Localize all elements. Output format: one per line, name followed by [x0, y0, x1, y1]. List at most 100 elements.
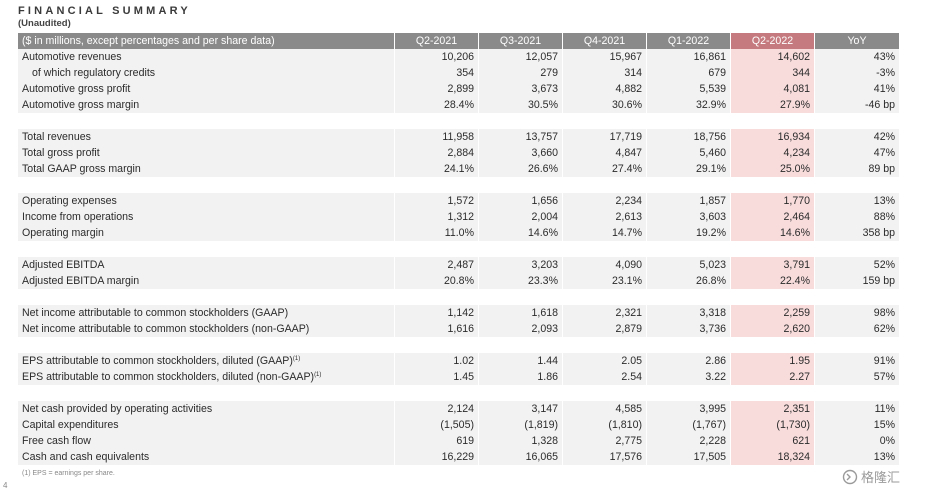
cell-q2-2021: 2,124 [395, 401, 479, 417]
table-row: Automotive gross profit 2,899 3,673 4,882 5,… [18, 81, 900, 97]
cell-yoy: -46 bp [815, 97, 900, 113]
spacer-row [18, 337, 900, 353]
cell-q2-2021: 11,958 [395, 129, 479, 145]
cell-q3-2021: 1.44 [479, 353, 563, 369]
cell-q2-2022: 2,620 [731, 321, 815, 337]
cell-yoy: 43% [815, 49, 900, 65]
cell-q2-2021: 1.45 [395, 369, 479, 385]
cell-q2-2022: 621 [731, 433, 815, 449]
row-label: Automotive gross profit [18, 81, 395, 97]
cell-q3-2021: 13,757 [479, 129, 563, 145]
row-label-text: Total GAAP gross margin [22, 163, 141, 175]
spacer-cell [18, 385, 900, 401]
table-row: Net income attributable to common stockh… [18, 321, 900, 337]
table-row: Adjusted EBITDA 2,487 3,203 4,090 5,023 3,791… [18, 257, 900, 273]
spacer-row [18, 289, 900, 305]
cell-q1-2022: 19.2% [647, 225, 731, 241]
cell-q4-2021: 2,321 [563, 305, 647, 321]
cell-q2-2022: 1.95 [731, 353, 815, 369]
cell-q2-2022: 27.9% [731, 97, 815, 113]
cell-yoy: 89 bp [815, 161, 900, 177]
table-header-row: ($ in millions, except percentages and p… [18, 33, 900, 49]
cell-q1-2022: 3,318 [647, 305, 731, 321]
watermark-logo-icon [842, 469, 858, 484]
cell-q4-2021: 4,882 [563, 81, 647, 97]
cell-q1-2022: 18,756 [647, 129, 731, 145]
cell-q2-2021: 16,229 [395, 449, 479, 465]
cell-q2-2022: 22.4% [731, 273, 815, 289]
financial-summary-table: ($ in millions, except percentages and p… [18, 33, 900, 465]
row-label-text: of which regulatory credits [32, 67, 156, 79]
row-label: Capital expenditures [18, 417, 395, 433]
cell-q4-2021: 2,234 [563, 193, 647, 209]
cell-q2-2022: (1,730) [731, 417, 815, 433]
row-label-text: Net income attributable to common stockh… [22, 323, 310, 335]
cell-q1-2022: 1,857 [647, 193, 731, 209]
cell-q2-2021: 354 [395, 65, 479, 81]
cell-q3-2021: 1,618 [479, 305, 563, 321]
table-row: Capital expenditures (1,505) (1,819) (1,810… [18, 417, 900, 433]
cell-q1-2022: 3,736 [647, 321, 731, 337]
cell-yoy: 98% [815, 305, 900, 321]
column-header-q2-2021: Q2-2021 [395, 33, 479, 49]
cell-q2-2021: 28.4% [395, 97, 479, 113]
cell-q2-2021: 1,572 [395, 193, 479, 209]
row-label-text: Net cash provided by operating activitie… [22, 403, 213, 415]
cell-yoy: 41% [815, 81, 900, 97]
row-label-text: Adjusted EBITDA [22, 259, 105, 271]
cell-q4-2021: 4,090 [563, 257, 647, 273]
spacer-row [18, 241, 900, 257]
row-label: EPS attributable to common stockholders,… [18, 353, 395, 369]
row-label: Net income attributable to common stockh… [18, 321, 395, 337]
table-row: of which regulatory credits 354 279 314 679 3… [18, 65, 900, 81]
cell-q2-2022: 14,602 [731, 49, 815, 65]
row-label-text: Operating margin [22, 227, 104, 239]
cell-q4-2021: 2,775 [563, 433, 647, 449]
cell-q2-2021: 1,142 [395, 305, 479, 321]
cell-q2-2022: 25.0% [731, 161, 815, 177]
cell-q3-2021: 23.3% [479, 273, 563, 289]
table-row: Income from operations 1,312 2,004 2,613 3,6… [18, 209, 900, 225]
cell-q3-2021: (1,819) [479, 417, 563, 433]
cell-q4-2021: 30.6% [563, 97, 647, 113]
spacer-cell [18, 241, 900, 257]
table-row: EPS attributable to common stockholders,… [18, 369, 900, 385]
cell-q4-2021: 17,576 [563, 449, 647, 465]
column-header-yoy: YoY [815, 33, 900, 49]
row-label: Net cash provided by operating activitie… [18, 401, 395, 417]
row-label-text: Capital expenditures [22, 419, 119, 431]
cell-q3-2021: 3,147 [479, 401, 563, 417]
cell-yoy: 159 bp [815, 273, 900, 289]
table-row: Total revenues 11,958 13,757 17,719 18,756 16… [18, 129, 900, 145]
row-label-text: Adjusted EBITDA margin [22, 275, 140, 287]
cell-q2-2022: 2,351 [731, 401, 815, 417]
column-header-q4-2021: Q4-2021 [563, 33, 647, 49]
cell-q2-2021: 20.8% [395, 273, 479, 289]
row-label-text: EPS attributable to common stockholders,… [22, 371, 315, 383]
cell-yoy: 11% [815, 401, 900, 417]
watermark-text: 格隆汇 [861, 470, 901, 485]
cell-q1-2022: 3,603 [647, 209, 731, 225]
table-row: Free cash flow 619 1,328 2,775 2,228 621 0% [18, 433, 900, 449]
row-label-text: Total gross profit [22, 147, 100, 159]
row-label: Adjusted EBITDA margin [18, 273, 395, 289]
cell-q2-2022: 3,791 [731, 257, 815, 273]
cell-q3-2021: 30.5% [479, 97, 563, 113]
cell-yoy: 91% [815, 353, 900, 369]
cell-q1-2022: 2,228 [647, 433, 731, 449]
table-row: Total gross profit 2,884 3,660 4,847 5,460 4,… [18, 145, 900, 161]
row-label-text: Cash and cash equivalents [22, 451, 150, 463]
footnote: (1) EPS = earnings per share. [22, 470, 115, 477]
cell-q2-2022: 16,934 [731, 129, 815, 145]
row-label-text: Income from operations [22, 211, 134, 223]
cell-q1-2022: 16,861 [647, 49, 731, 65]
row-label: Operating expenses [18, 193, 395, 209]
cell-yoy: 88% [815, 209, 900, 225]
table-row: Automotive revenues 10,206 12,057 15,967 16,… [18, 49, 900, 65]
cell-q1-2022: (1,767) [647, 417, 731, 433]
cell-q4-2021: 2.05 [563, 353, 647, 369]
cell-q4-2021: 4,847 [563, 145, 647, 161]
row-label-text: Net income attributable to common stockh… [22, 307, 289, 319]
spacer-row [18, 177, 900, 193]
row-label-text: Automotive gross profit [22, 83, 131, 95]
